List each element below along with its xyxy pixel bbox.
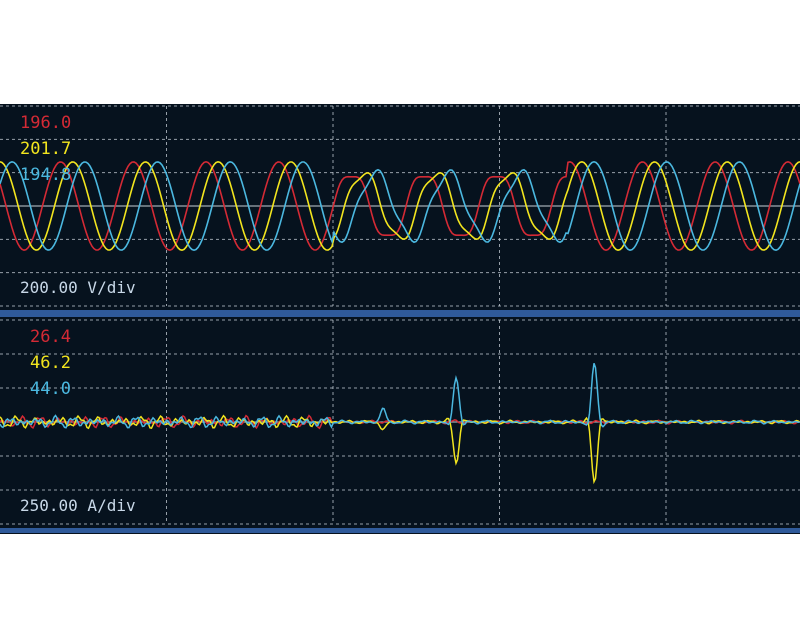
current-trace-blue	[0, 362, 800, 429]
bottom-border	[0, 528, 800, 533]
current-readout-red: 26.4	[30, 327, 71, 347]
current-trace-yellow	[0, 414, 800, 485]
voltage-trace-0	[0, 160, 800, 252]
panel-separator	[0, 310, 800, 317]
voltage-readout-blue: 194.8	[20, 165, 72, 185]
voltage-trace-2	[0, 160, 800, 252]
voltage-readout-red: 196.0	[20, 113, 72, 133]
voltage-readout-yellow: 201.7	[20, 139, 72, 159]
voltage-scale-label: 200.00 V/div	[20, 278, 136, 297]
voltage-trace-1	[0, 160, 800, 252]
oscilloscope-display: 196.0 201.7 194.8 200.00 V/div 26.4 46.2…	[0, 104, 800, 534]
waveform-canvas	[0, 105, 800, 533]
current-scale-label: 250.00 A/div	[20, 496, 136, 515]
current-readout-blue: 44.0	[30, 379, 71, 399]
current-readout-yellow: 46.2	[30, 353, 71, 373]
